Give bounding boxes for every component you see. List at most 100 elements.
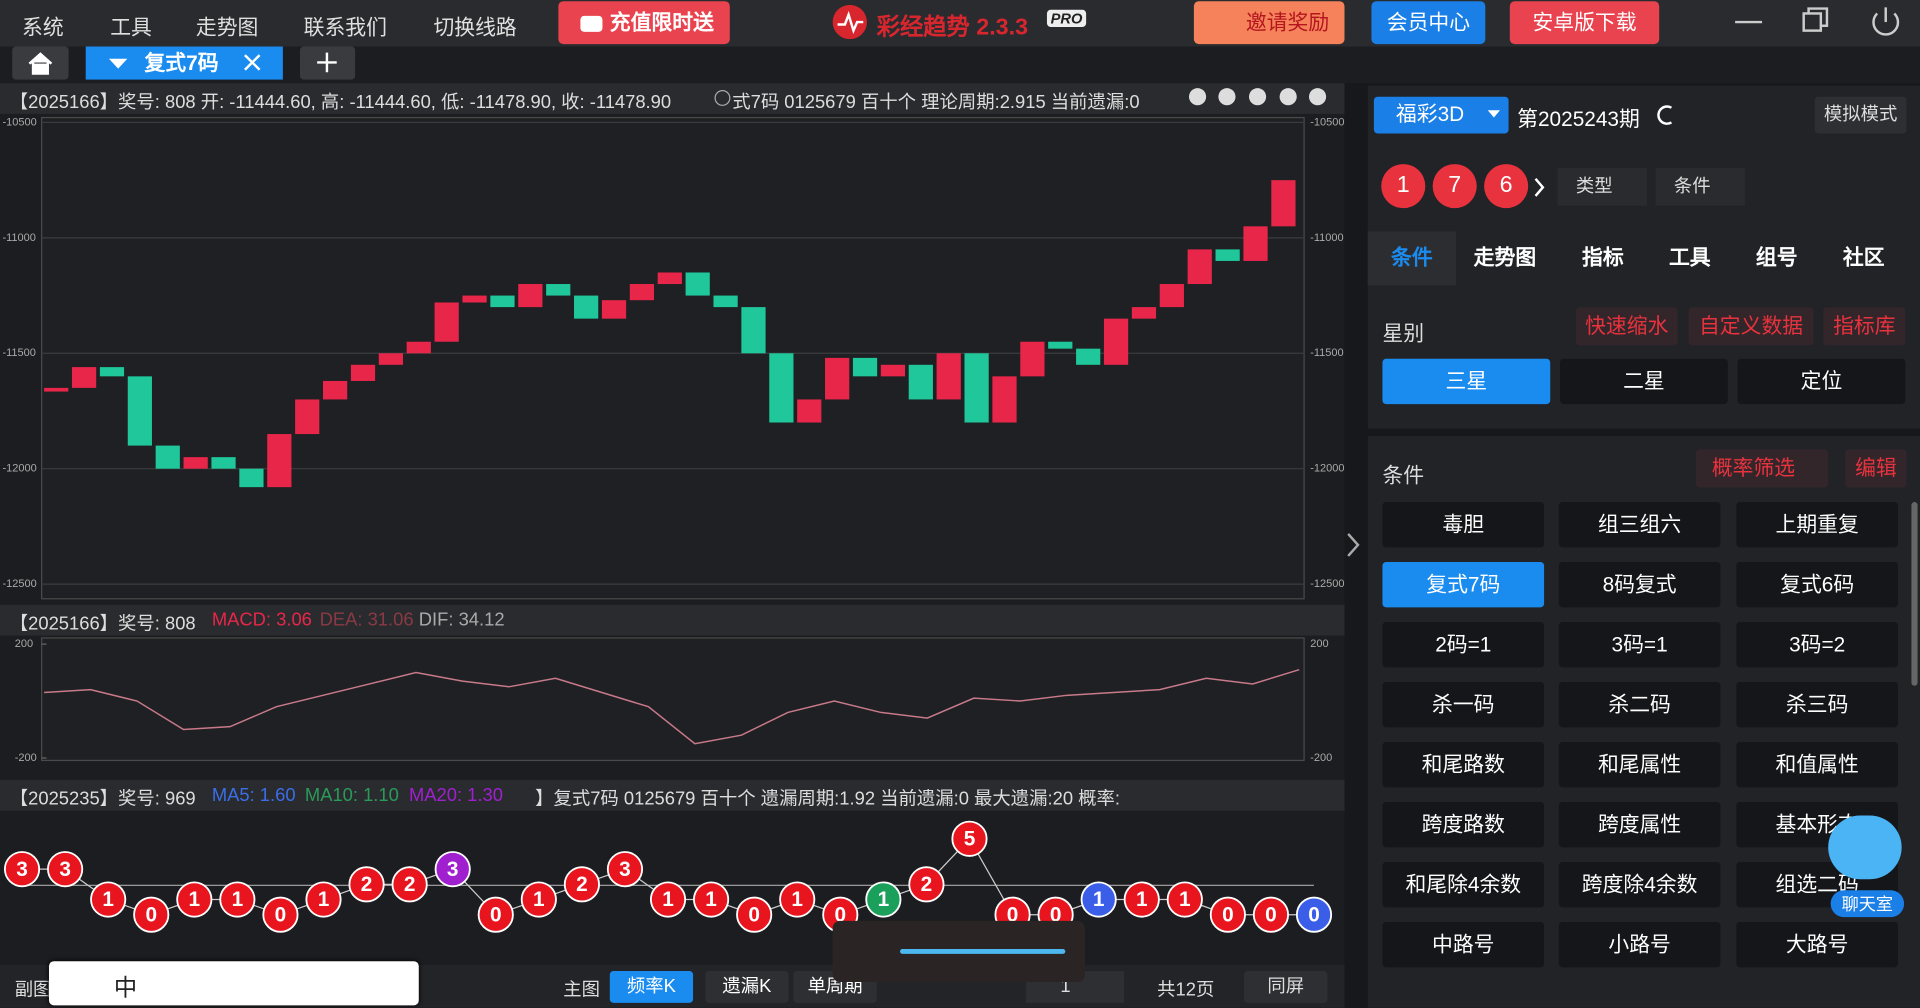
number-ball: 7: [1432, 164, 1477, 209]
ball: [1295, 896, 1333, 933]
condition-button[interactable]: 复式7码: [1382, 562, 1545, 608]
condition-button[interactable]: 中路号: [1382, 922, 1545, 968]
y-tick-label: -10500: [2, 116, 36, 128]
renko-brick: [1215, 249, 1240, 261]
condition-button[interactable]: 杀二码: [1558, 682, 1721, 728]
bottom-tab[interactable]: 频率K: [609, 971, 694, 1003]
menu-item[interactable]: 系统: [22, 15, 64, 40]
star-button[interactable]: 定位: [1737, 358, 1906, 405]
condition-button[interactable]: 组三组六: [1558, 502, 1721, 548]
top-button[interactable]: 会员中心: [1371, 1, 1486, 45]
ime-mode[interactable]: 中: [113, 975, 138, 1002]
renko-brick: [825, 357, 850, 400]
renko-brick: [908, 364, 933, 400]
ma-tail: 】复式7码 0125679 百十个 遗漏周期:1.92 当前遗漏:0 最大遗漏:…: [535, 788, 1120, 810]
condition-button[interactable]: 跨度属性: [1558, 802, 1721, 848]
macd-chart: 200 200 -200 -200: [15, 637, 1332, 764]
ball-label: 3: [619, 858, 631, 881]
y-tick-label: -11000: [2, 232, 35, 244]
edit-button[interactable]: 编辑: [1845, 449, 1907, 488]
renko-brick: [852, 357, 878, 377]
condition-button[interactable]: 2码=1: [1382, 622, 1545, 668]
renko-brick: [964, 353, 989, 423]
renko-brick: [1048, 341, 1073, 349]
lottery-select[interactable]: 福彩3D: [1373, 96, 1509, 134]
condition-button[interactable]: 大路号: [1736, 922, 1898, 968]
renko-brick: [546, 284, 571, 296]
condition-button[interactable]: 和值属性: [1736, 742, 1898, 788]
number-ball: 1: [1381, 164, 1426, 209]
chat-bubble[interactable]: [1828, 815, 1902, 880]
condition-button[interactable]: 8码复式: [1558, 562, 1721, 608]
dropdown[interactable]: 条件: [1655, 167, 1745, 206]
menu-item[interactable]: 走势图: [195, 15, 259, 40]
sub-label: 副图: [14, 979, 52, 1001]
ball-label: 1: [318, 888, 330, 911]
panel-tab[interactable]: 走势图: [1473, 246, 1537, 270]
menu-item[interactable]: 工具: [110, 15, 152, 40]
dropdown[interactable]: 类型: [1557, 167, 1647, 206]
menu-item[interactable]: 联系我们: [303, 15, 387, 40]
condition-button[interactable]: 跨度除4余数: [1558, 862, 1721, 908]
renko-brick: [267, 434, 292, 488]
ball-label: 0: [1222, 903, 1234, 926]
panel-tab[interactable]: 工具: [1668, 246, 1711, 270]
quick-link[interactable]: 自定义数据: [1688, 307, 1814, 346]
y-tick-label-right: -12500: [1310, 578, 1344, 590]
ime-toolbar: [48, 961, 419, 1006]
ball-label: 1: [1136, 888, 1148, 911]
next-arrow: [1534, 177, 1545, 197]
y-tick-label-right: -11000: [1310, 232, 1343, 244]
renko-brick: [211, 457, 236, 469]
condition-button[interactable]: 毒胆: [1382, 502, 1545, 548]
condition-button[interactable]: 小路号: [1558, 922, 1721, 968]
chat-label[interactable]: 聊天室: [1830, 890, 1905, 918]
y-tick-label: -12000: [2, 463, 36, 475]
renko-brick: [350, 364, 376, 381]
ball-label: 1: [533, 888, 545, 911]
renko-brick: [1187, 249, 1212, 285]
renko-brick: [1243, 226, 1268, 261]
condition-button[interactable]: 杀三码: [1736, 682, 1898, 728]
panel-tab[interactable]: 社区: [1842, 246, 1885, 270]
condition-button[interactable]: 上期重复: [1736, 502, 1898, 548]
quick-link[interactable]: 快速缩水: [1575, 307, 1678, 346]
bottom-tab[interactable]: 遗漏K: [705, 971, 789, 1003]
ball-label: 1: [189, 888, 201, 911]
ma20: MA20: 1.30: [408, 784, 503, 806]
ball: [606, 851, 644, 888]
condition-button[interactable]: 跨度路数: [1382, 802, 1545, 848]
dropdown-arrow: [1487, 110, 1501, 118]
refresh-icon: [1657, 105, 1673, 125]
renko-brick: [1159, 284, 1184, 308]
restore-icon: [1802, 12, 1823, 32]
same-screen[interactable]: 同屏: [1244, 971, 1328, 1003]
panel-tab[interactable]: 组号: [1755, 246, 1798, 270]
ball: [176, 881, 213, 918]
star-button[interactable]: 二星: [1560, 358, 1728, 405]
condition-button[interactable]: 和尾属性: [1558, 742, 1721, 788]
mode-button[interactable]: 模拟模式: [1814, 96, 1907, 134]
top-button[interactable]: 安卓版下载: [1509, 1, 1660, 45]
plus-icon: [317, 52, 337, 73]
condition-button[interactable]: 和尾路数: [1382, 742, 1545, 788]
renko-brick: [322, 380, 348, 400]
panel-tab[interactable]: 条件: [1367, 231, 1456, 286]
panel-tab[interactable]: 指标: [1582, 246, 1624, 270]
filter-select[interactable]: 概率筛选: [1695, 449, 1829, 488]
condition-button[interactable]: 和尾除4余数: [1382, 862, 1545, 908]
quick-link[interactable]: 指标库: [1823, 307, 1906, 346]
main-label[interactable]: 主图: [563, 979, 601, 1001]
condition-button[interactable]: 3码=1: [1558, 622, 1721, 668]
ball-label: 0: [275, 903, 287, 926]
renko-brick: [601, 300, 627, 319]
condition-button[interactable]: 3码=2: [1736, 622, 1898, 668]
tab-arrow: [108, 58, 128, 69]
menu-item[interactable]: 切换线路: [433, 15, 517, 40]
top-button[interactable]: 邀请奖励: [1193, 1, 1345, 45]
star-button[interactable]: 三星: [1382, 358, 1551, 405]
renko-brick: [741, 307, 766, 354]
condition-button[interactable]: 复式6码: [1736, 562, 1898, 608]
condition-button[interactable]: 杀一码: [1382, 682, 1545, 728]
ma-bar: [0, 780, 1345, 811]
